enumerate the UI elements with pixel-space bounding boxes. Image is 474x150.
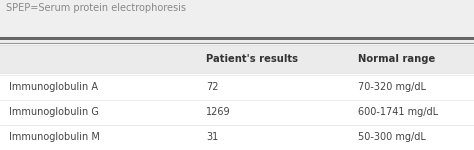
Bar [0,45,474,73]
Text: Patient's results: Patient's results [206,54,298,64]
Text: Immunoglobulin A: Immunoglobulin A [9,82,99,92]
Text: 600-1741 mg/dL: 600-1741 mg/dL [358,107,438,117]
Text: 50-300 mg/dL: 50-300 mg/dL [358,132,426,142]
Text: 1269: 1269 [206,107,231,117]
Text: 72: 72 [206,82,219,92]
Text: Normal range: Normal range [358,54,435,64]
Bar [0,75,474,100]
Text: Immunoglobulin G: Immunoglobulin G [9,107,100,117]
Text: 70-320 mg/dL: 70-320 mg/dL [358,82,426,92]
Text: 31: 31 [206,132,219,142]
Bar [0,44,474,150]
Bar [0,125,474,150]
Text: Immunoglobulin M: Immunoglobulin M [9,132,100,142]
Bar [0,100,474,125]
Bar [0,0,474,40]
Text: SPEP=Serum protein electrophoresis: SPEP=Serum protein electrophoresis [6,3,186,13]
